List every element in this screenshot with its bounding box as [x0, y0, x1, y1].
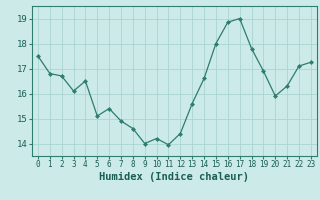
- X-axis label: Humidex (Indice chaleur): Humidex (Indice chaleur): [100, 172, 249, 182]
